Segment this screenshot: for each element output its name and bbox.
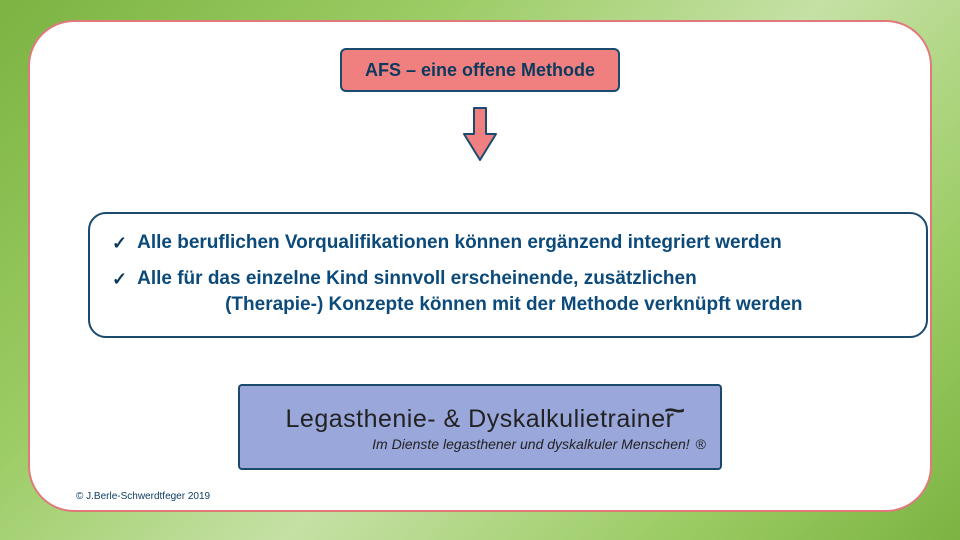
bullet-2-line1: Alle für das einzelne Kind sinnvoll ersc… [137,268,697,289]
bullet-1-line1: Alle beruflichen Vorqualifikationen könn… [137,232,782,253]
footer-title: Legasthenie- & Dyskalkulietrainer [286,405,675,434]
title-box: AFS – eine offene Methode [340,48,620,92]
main-panel: AFS – eine offene Methode ✓ Alle berufli… [28,20,932,512]
copyright-text: © J.Berle-Schwerdtfeger 2019 [76,491,210,502]
title-text: AFS – eine offene Methode [365,60,595,81]
bullet-text-1: Alle beruflichen Vorqualifikationen könn… [137,230,782,256]
bullet-row-1: ✓ Alle beruflichen Vorqualifikationen kö… [112,230,904,256]
bullet-text-2: Alle für das einzelne Kind sinnvoll ersc… [137,266,802,318]
bullet-2-line2: (Therapie-) Konzepte können mit der Meth… [137,292,802,318]
check-icon: ✓ [112,266,127,292]
footer-box: Legasthenie- & Dyskalkulietrainer ~ Im D… [238,384,722,470]
slide-background: AFS – eine offene Methode ✓ Alle berufli… [0,0,960,540]
registered-icon: ® [696,436,706,452]
footer-title-row: Legasthenie- & Dyskalkulietrainer ~ [254,405,706,434]
tilde-icon: ~ [664,395,685,426]
arrow-down-icon [460,104,500,164]
content-box: ✓ Alle beruflichen Vorqualifikationen kö… [88,212,928,338]
footer-subtitle: Im Dienste legasthener und dyskalkuler M… [372,436,690,452]
check-icon: ✓ [112,230,127,256]
arrow-path [464,108,496,160]
footer-subtitle-row: Im Dienste legasthener und dyskalkuler M… [254,436,706,452]
bullet-row-2: ✓ Alle für das einzelne Kind sinnvoll er… [112,266,904,318]
